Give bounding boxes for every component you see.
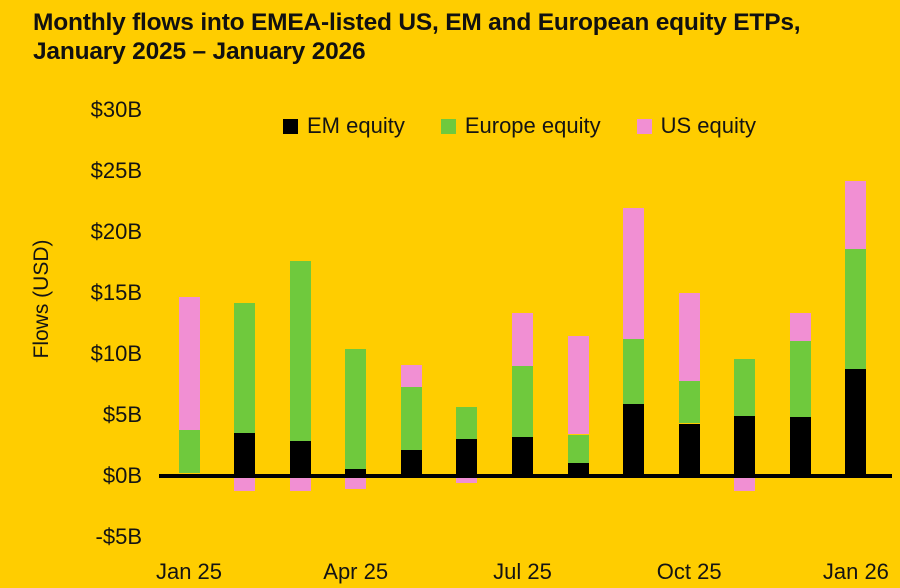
y-tick-label: $20B: [90, 219, 142, 244]
legend-item-em: EM equity: [283, 115, 405, 137]
x-tick-label: Apr 25: [323, 559, 389, 584]
bar-segment-us-feb-25: [234, 476, 256, 491]
y-tick-label: $0B: [102, 463, 142, 488]
bar-segment-europe-sep-25: [623, 339, 645, 405]
legend-swatch-em-icon: [283, 118, 298, 134]
bar-segment-us-apr-25: [345, 476, 367, 490]
bar-segment-us-oct-25: [678, 293, 700, 381]
bar-segment-europe-jul-25: [512, 366, 533, 437]
x-tick-label: Jul 25: [493, 559, 552, 584]
bar-segment-em-jun-25: [456, 439, 478, 476]
bar-segment-europe-aug-25: [567, 434, 589, 463]
bar-segment-em-may-25: [400, 450, 422, 476]
bar-segment-europe-apr-25: [345, 349, 367, 469]
x-axis-line: [159, 474, 892, 478]
legend-label-em: EM equity: [307, 113, 405, 138]
legend-label-us: US equity: [660, 113, 756, 138]
bar-segment-em-nov-25: [734, 416, 756, 476]
chart-title: Monthly flows into EMEA-listed US, EM an…: [33, 9, 801, 66]
bar-segment-em-jul-25: [512, 437, 533, 476]
bar-segment-europe-dec-25: [789, 340, 811, 418]
legend-swatch-us-icon: [636, 118, 652, 134]
bar-segment-em-feb-25: [234, 433, 256, 476]
bar-segment-em-aug-25: [567, 462, 589, 476]
y-tick-label: $25B: [90, 158, 142, 183]
legend-item-us: US equity: [636, 113, 756, 138]
y-tick-label: $5B: [102, 402, 142, 427]
y-tick-label: -$5B: [95, 524, 142, 549]
bar-segment-europe-mar-25: [289, 261, 311, 441]
bar-segment-em-mar-25: [289, 440, 311, 476]
bar-segment-europe-oct-25: [678, 380, 700, 424]
y-tick-label: $30B: [90, 97, 142, 122]
bar-segment-europe-may-25: [400, 386, 422, 451]
bar-segment-europe-jan-26: [845, 249, 867, 369]
bar-segment-us-dec-25: [789, 312, 811, 341]
legend-item-europe: Europe equity: [440, 113, 601, 138]
bar-segment-em-apr-25: [345, 468, 367, 476]
bar-segment-europe-feb-25: [234, 302, 256, 434]
bar-segment-us-jan-25: [178, 296, 200, 430]
x-tick-label: Oct 25: [656, 559, 722, 584]
bar-segment-us-aug-25: [567, 335, 589, 435]
bar-segment-europe-jun-25: [456, 406, 478, 440]
x-tick-label: Jan 26: [822, 559, 889, 584]
chart-legend: EM equity Europe equity US equity: [283, 113, 756, 139]
bar-segment-us-may-25: [400, 365, 422, 387]
bar-segment-us-sep-25: [623, 207, 645, 340]
y-tick-label: $15B: [90, 280, 142, 305]
bar-segment-us-nov-25: [734, 476, 756, 491]
legend-swatch-europe-icon: [440, 118, 456, 134]
y-tick-label: $10B: [90, 341, 142, 366]
bar-segment-us-jan-26: [845, 180, 867, 250]
bar-segment-europe-jan-25: [178, 429, 200, 474]
bar-segment-em-oct-25: [678, 423, 700, 476]
bar-segment-em-jan-26: [845, 368, 867, 476]
bar-segment-em-dec-25: [789, 417, 811, 476]
bar-segment-us-jul-25: [512, 312, 533, 367]
bar-segment-us-mar-25: [289, 476, 311, 491]
bar-segment-em-sep-25: [623, 404, 645, 476]
x-tick-label: Jan 25: [155, 559, 223, 584]
legend-label-europe: Europe equity: [464, 113, 601, 138]
bar-segment-us-jun-25: [456, 476, 478, 484]
bar-segment-europe-nov-25: [734, 358, 756, 417]
